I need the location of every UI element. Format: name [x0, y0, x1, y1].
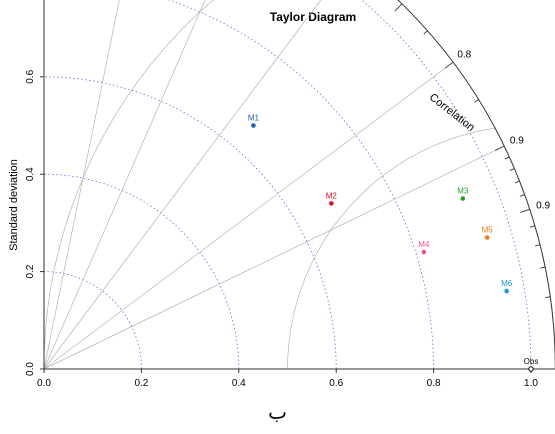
sd-grid-arc [43, 173, 240, 370]
correlation-tick-label: 0.9 [510, 136, 524, 147]
y-tick-label: 0.0 [25, 362, 36, 376]
obs-point [528, 366, 534, 372]
sd-grid-arc [43, 271, 142, 370]
x-tick-label: 0.0 [37, 378, 51, 389]
outer-arc [397, 0, 555, 370]
model-point [421, 249, 427, 255]
correlation-line [43, 0, 120, 370]
model-point [484, 235, 490, 240]
correlation-tick [529, 225, 536, 228]
model-label: M1 [248, 114, 260, 123]
caption: ب [268, 400, 287, 424]
x-tick-label: 0.4 [232, 378, 246, 389]
x-tick-label: 0.6 [329, 378, 343, 389]
grid-layer [43, 0, 555, 370]
sd-grid-arc [43, 76, 337, 370]
taylor-diagram: Taylor Diagram 0.00.0 0.2 0.2 0.4 0.4 0.6 0.6 0… [8, 0, 555, 389]
correlation-tick [540, 266, 546, 269]
model-label: M6 [501, 279, 513, 288]
axes-layer [43, 0, 555, 370]
obs-label: Obs [524, 357, 539, 366]
x-tick-label: 0.2 [134, 378, 148, 389]
correlation-label: Correlation [427, 91, 477, 134]
correlation-tick [509, 168, 515, 171]
correlation-tick [545, 296, 551, 299]
model-point [329, 201, 334, 206]
correlation-line [43, 0, 206, 370]
y-tick-label: 0.6 [25, 69, 36, 83]
correlation-tick [504, 156, 510, 160]
x-tick-label: 1.0 [524, 378, 538, 389]
rmsd-arc [44, 0, 555, 369]
tick-layer: 0.00.00.20.20.40.40.60.60.80.81.01.00.10… [25, 0, 550, 389]
y-tick-label: 0.4 [25, 167, 36, 181]
model-point [504, 288, 509, 294]
correlation-tick [514, 180, 520, 184]
rmsd-arc [44, 0, 555, 369]
correlation-line [43, 0, 322, 370]
y-tick-label: 0.2 [25, 264, 36, 278]
model-point [460, 196, 466, 201]
correlation-line [43, 145, 505, 370]
x-tick-label: 0.8 [427, 378, 441, 389]
correlation-tick [444, 61, 454, 69]
correlation-line [43, 61, 454, 370]
correlation-tick-label: 0.9 [536, 200, 550, 211]
correlation-tick [495, 145, 505, 151]
correlation-tick [520, 208, 530, 213]
chart-title: Taylor Diagram [270, 10, 356, 24]
points-layer: Obs M1 M2 M3 M4 M5 M6 [248, 114, 538, 372]
model-label: M5 [482, 226, 494, 235]
correlation-tick [394, 3, 403, 12]
correlation-tick [423, 30, 428, 35]
model-point [251, 123, 256, 128]
model-label: M3 [457, 187, 469, 196]
correlation-tick-label: 0.8 [457, 49, 471, 60]
model-label: M2 [326, 191, 338, 200]
correlation-tick [535, 244, 541, 247]
sd-grid-arc [167, 0, 434, 370]
correlation-tick [519, 194, 525, 197]
y-axis-label: Standard deviation [8, 159, 20, 251]
correlation-tick [474, 99, 479, 103]
model-label: M4 [418, 240, 430, 249]
